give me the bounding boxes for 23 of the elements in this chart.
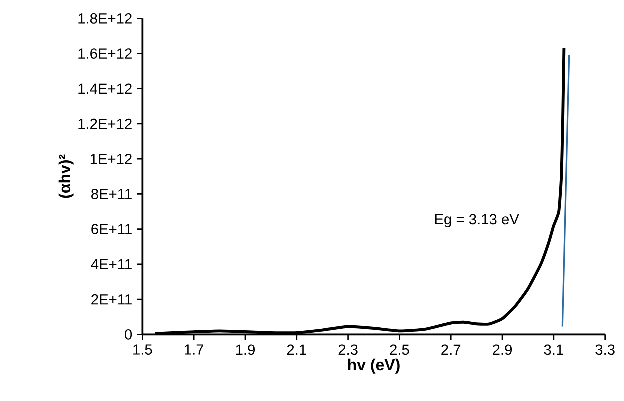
x-tick-label: 2.5 bbox=[390, 344, 410, 355]
y-axis-title: (αhv)² bbox=[58, 154, 74, 198]
x-tick-label: 3.1 bbox=[544, 344, 564, 355]
y-tick-label: 4E+11 bbox=[91, 259, 132, 270]
y-tick-label: 0 bbox=[125, 329, 132, 340]
x-tick-label: 2.3 bbox=[338, 344, 358, 355]
x-tick-label: 3.3 bbox=[596, 344, 615, 355]
y-tick-label: 2E+11 bbox=[92, 294, 132, 305]
x-axis-title: hv (eV) bbox=[348, 358, 400, 374]
x-tick-label: 1.7 bbox=[184, 344, 204, 355]
x-tick-label: 2.1 bbox=[287, 344, 306, 355]
y-tick-label: 1.6E+12 bbox=[78, 48, 132, 59]
y-tick-label: 8E+11 bbox=[92, 188, 132, 200]
y-tick-label: 1.8E+12 bbox=[78, 13, 132, 24]
x-tick-label: 2.9 bbox=[493, 344, 512, 355]
x-tick-label: 1.9 bbox=[236, 344, 255, 355]
x-tick-label: 2.7 bbox=[442, 344, 461, 355]
y-tick-label: 6E+11 bbox=[92, 224, 132, 234]
x-tick-label: 1.5 bbox=[134, 344, 152, 355]
annotation: Eg = 3.13 eV bbox=[435, 214, 520, 228]
y-tick-label: 1E+12 bbox=[90, 154, 132, 164]
y-tick-label: 1.2E+12 bbox=[78, 118, 132, 129]
y-tick-label: 1.4E+12 bbox=[78, 84, 132, 94]
